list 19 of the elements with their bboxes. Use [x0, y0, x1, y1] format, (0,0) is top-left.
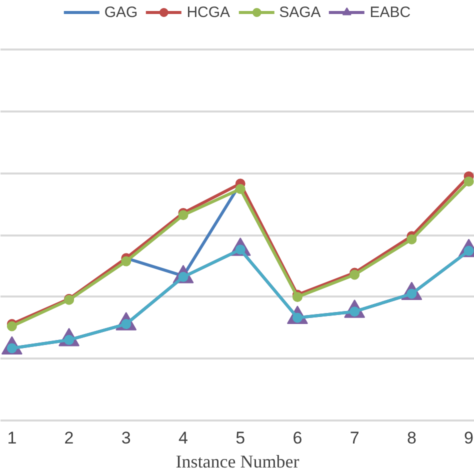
x-tick-label: 7 [350, 428, 360, 448]
point [178, 210, 188, 220]
point [235, 184, 246, 194]
x-tick-label: 2 [64, 428, 74, 448]
legend-label: HCGA [186, 4, 230, 20]
x-tick-label: 4 [178, 428, 188, 448]
x-tick-label: 6 [292, 428, 302, 448]
legend-label: SAGA [279, 4, 321, 20]
x-axis-title: Instance Number [176, 452, 300, 472]
x-tick-label: 3 [121, 428, 131, 448]
x-tick-label: 1 [7, 428, 17, 448]
point [464, 176, 474, 186]
point [121, 256, 132, 266]
legend-label: GAG [104, 4, 138, 20]
x-tick-label: 8 [406, 428, 416, 448]
legend-label: EABC [370, 4, 411, 20]
point [406, 234, 417, 244]
x-tick-label: 5 [236, 428, 246, 448]
x-tick-label: 9 [464, 428, 474, 448]
